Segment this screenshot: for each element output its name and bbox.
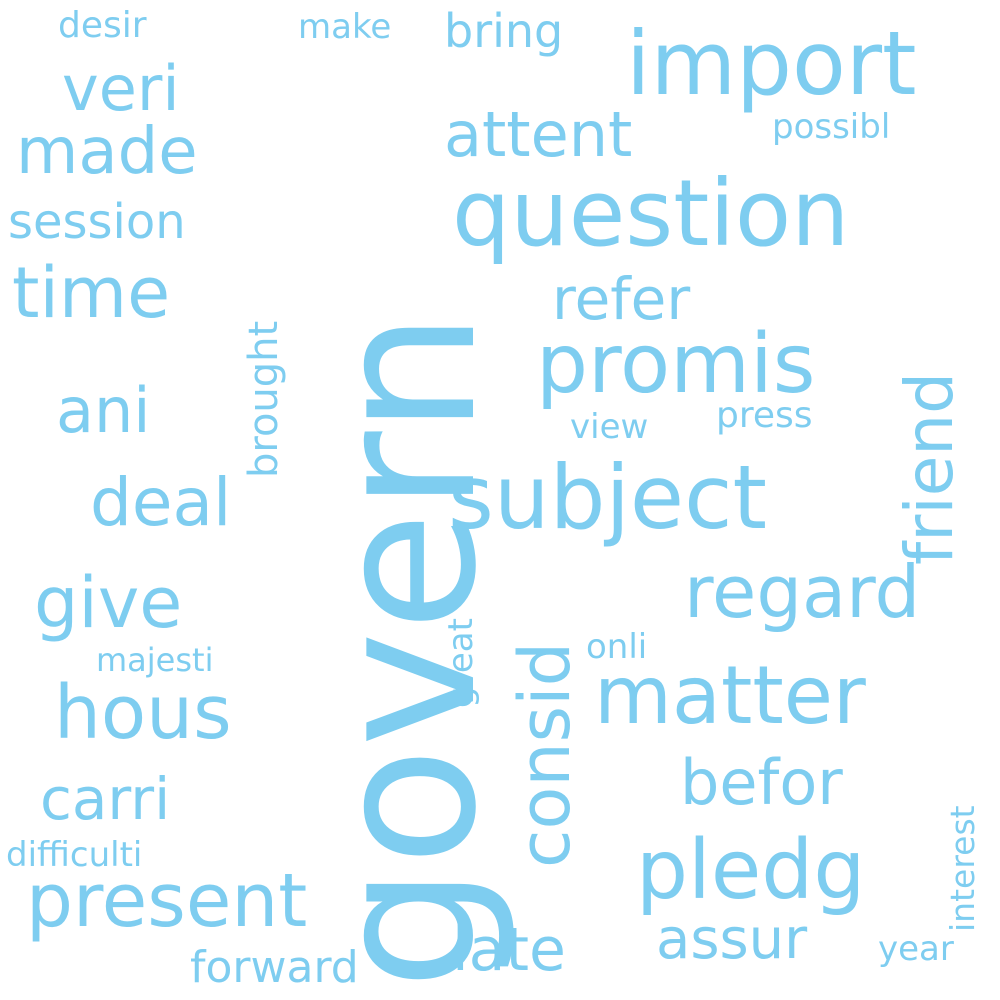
word-subject: subject — [448, 446, 767, 549]
word-made: made — [16, 115, 198, 189]
word-onli: onli — [586, 627, 648, 667]
word-attent: attent — [444, 98, 633, 171]
word-regard: regard — [684, 550, 921, 634]
word-majesti: majesti — [96, 641, 214, 679]
word-assur: assur — [656, 907, 808, 972]
word-pledg: pledg — [636, 823, 866, 918]
word-import: import — [626, 12, 917, 115]
word-press: press — [716, 395, 813, 436]
word-deal: deal — [90, 464, 232, 541]
word-present: present — [26, 858, 308, 944]
word-possibl: possibl — [772, 107, 891, 147]
word-question: question — [452, 160, 850, 267]
word-interest: interest — [943, 805, 982, 932]
word-veri: veri — [62, 52, 180, 125]
word-late: late — [452, 915, 566, 985]
word-ani: ani — [56, 374, 151, 447]
word-great: great — [441, 618, 481, 708]
word-give: give — [34, 562, 183, 644]
word-befor: befor — [680, 746, 843, 819]
word-desir: desir — [58, 5, 147, 46]
word-promis: promis — [536, 317, 816, 412]
word-forward: forward — [190, 942, 359, 993]
word-refer: refer — [552, 265, 691, 333]
word-consid: consid — [504, 641, 586, 868]
word-session: session — [8, 194, 186, 250]
word-make: make — [298, 7, 392, 47]
word-year: year — [878, 929, 954, 969]
word-hous: hous — [54, 670, 232, 756]
word-view: view — [570, 407, 649, 447]
word-matter: matter — [594, 649, 866, 742]
word-brought: brought — [241, 320, 287, 478]
word-carri: carri — [40, 765, 171, 833]
word-difficulti: difficulti — [6, 835, 143, 875]
word-time: time — [12, 252, 171, 334]
word-bring: bring — [444, 4, 564, 58]
word-friend: friend — [891, 371, 968, 565]
